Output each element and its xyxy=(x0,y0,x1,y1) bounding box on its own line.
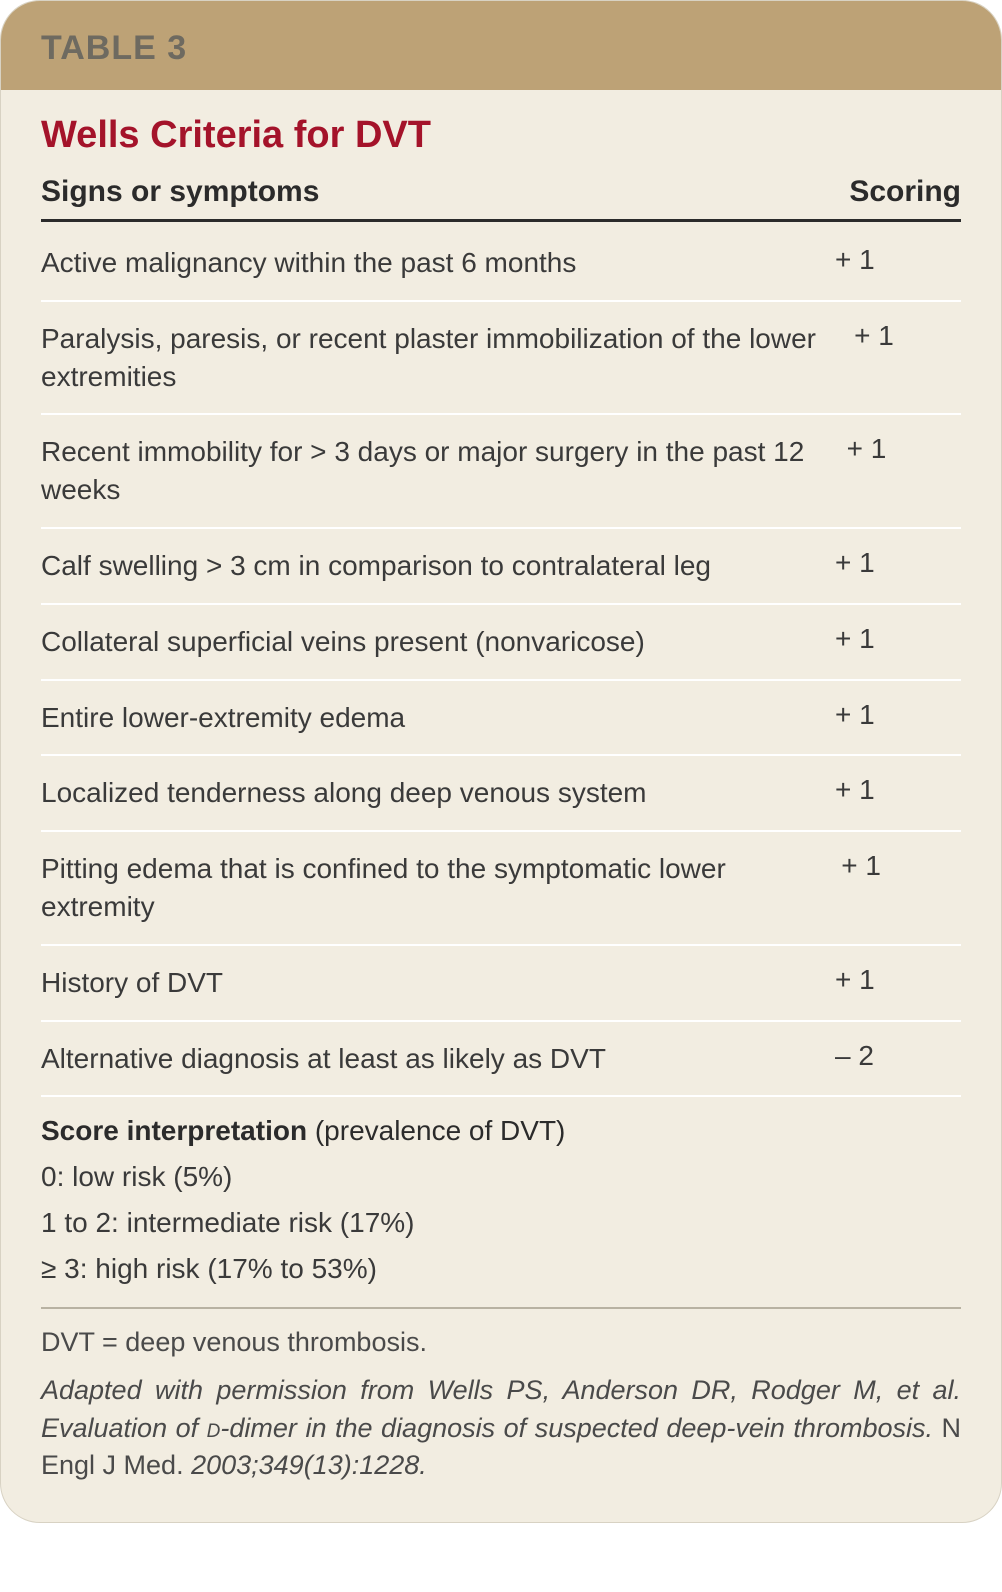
score-cell: + 1 xyxy=(850,320,961,352)
abbreviation-note: DVT = deep venous thrombosis. xyxy=(41,1309,961,1372)
sign-cell: Localized tenderness along deep venous s… xyxy=(41,774,831,812)
interpretation-heading: Score interpretation (prevalence of DVT) xyxy=(41,1115,961,1147)
score-cell: – 2 xyxy=(831,1040,961,1072)
sign-cell: Alternative diagnosis at least as likely… xyxy=(41,1040,831,1078)
score-cell: + 1 xyxy=(831,699,961,731)
table-row: Recent immobility for > 3 days or major … xyxy=(41,415,961,529)
table-row: Collateral superficial veins present (no… xyxy=(41,605,961,681)
table-header-bar: TABLE 3 xyxy=(1,1,1001,90)
sign-cell: Active malignancy within the past 6 mont… xyxy=(41,244,831,282)
table-row: Pitting edema that is confined to the sy… xyxy=(41,832,961,946)
table-number: TABLE 3 xyxy=(41,29,961,68)
table-row: Entire lower-extremity edema + 1 xyxy=(41,681,961,757)
table-card: TABLE 3 Wells Criteria for DVT Signs or … xyxy=(0,0,1002,1523)
citation-part2: -dimer in the diagnosis of suspected dee… xyxy=(220,1413,933,1443)
sign-cell: Entire lower-extremity edema xyxy=(41,699,831,737)
sign-cell: Pitting edema that is confined to the sy… xyxy=(41,850,837,926)
sign-cell: Collateral superficial veins present (no… xyxy=(41,623,831,661)
citation: Adapted with permission from Wells PS, A… xyxy=(41,1372,961,1484)
table-row: Localized tenderness along deep venous s… xyxy=(41,756,961,832)
table-row: Paralysis, paresis, or recent plaster im… xyxy=(41,302,961,416)
sign-cell: History of DVT xyxy=(41,964,831,1002)
interpretation-heading-bold: Score interpretation xyxy=(41,1115,307,1146)
score-interpretation: Score interpretation (prevalence of DVT)… xyxy=(41,1097,961,1309)
score-cell: + 1 xyxy=(831,774,961,806)
score-cell: + 1 xyxy=(831,547,961,579)
interpretation-line: ≥ 3: high risk (17% to 53%) xyxy=(41,1253,961,1285)
table-row: Active malignancy within the past 6 mont… xyxy=(41,226,961,302)
score-cell: + 1 xyxy=(837,850,961,882)
table-body: Wells Criteria for DVT Signs or symptoms… xyxy=(1,90,1001,1522)
score-cell: + 1 xyxy=(843,433,961,465)
sign-cell: Calf swelling > 3 cm in comparison to co… xyxy=(41,547,831,585)
column-header-signs: Signs or symptoms xyxy=(41,175,319,209)
citation-dimer: d xyxy=(207,1413,221,1443)
sign-cell: Recent immobility for > 3 days or major … xyxy=(41,433,843,509)
table-row: Calf swelling > 3 cm in comparison to co… xyxy=(41,529,961,605)
sign-cell: Paralysis, paresis, or recent plaster im… xyxy=(41,320,850,396)
column-headers: Signs or symptoms Scoring xyxy=(41,175,961,222)
table-row: History of DVT + 1 xyxy=(41,946,961,1022)
table-row: Alternative diagnosis at least as likely… xyxy=(41,1022,961,1098)
column-header-scoring: Scoring xyxy=(849,175,961,209)
interpretation-heading-rest: (prevalence of DVT) xyxy=(307,1115,565,1146)
citation-ref: 2003;349(13):1228. xyxy=(191,1450,427,1480)
table-title: Wells Criteria for DVT xyxy=(41,114,961,157)
score-cell: + 1 xyxy=(831,964,961,996)
interpretation-line: 0: low risk (5%) xyxy=(41,1161,961,1193)
interpretation-line: 1 to 2: intermediate risk (17%) xyxy=(41,1207,961,1239)
score-cell: + 1 xyxy=(831,623,961,655)
score-cell: + 1 xyxy=(831,244,961,276)
